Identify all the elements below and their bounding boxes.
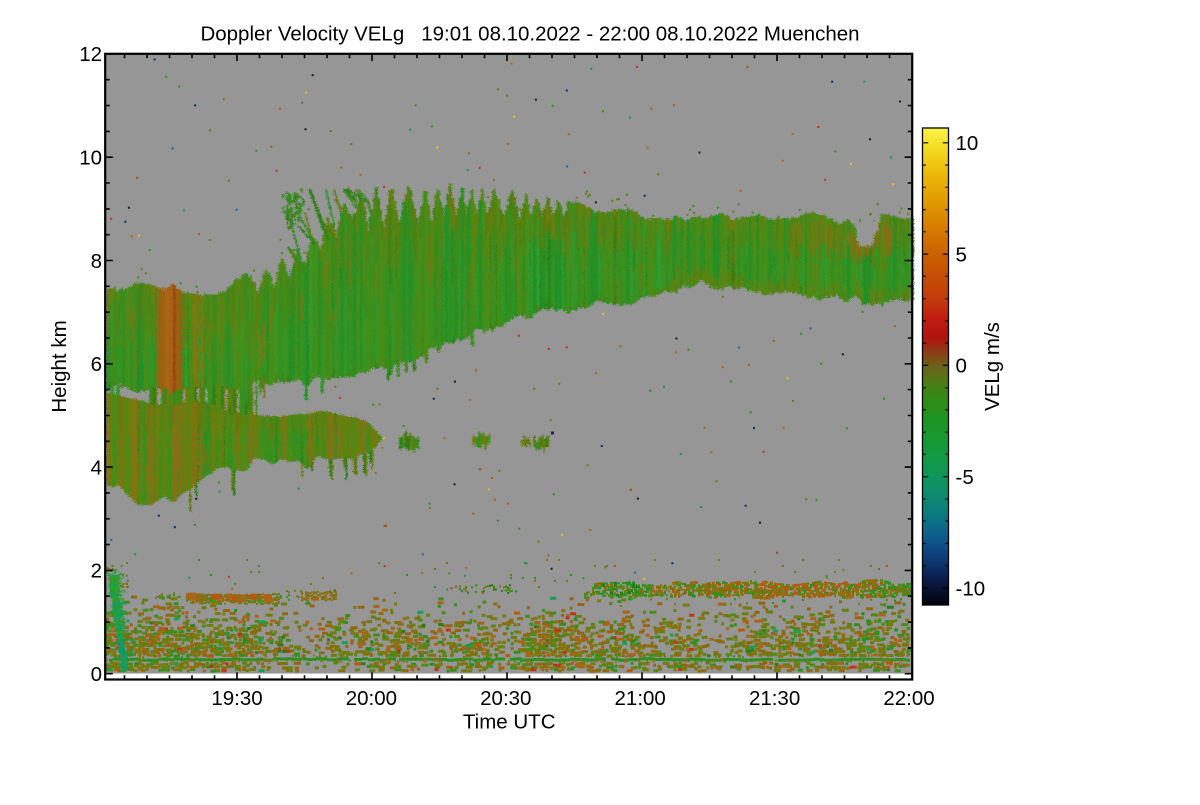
svg-text:20:30: 20:30 [480, 687, 531, 710]
svg-text:0: 0 [91, 663, 102, 686]
svg-text:Doppler Velocity VELg 19:01: Doppler Velocity VELg 19:01 08.10.2022 -… [201, 23, 860, 46]
svg-text:20:00: 20:00 [346, 687, 397, 710]
svg-text:6: 6 [91, 353, 102, 376]
svg-text:2: 2 [91, 560, 102, 583]
svg-text:VELg m/s: VELg m/s [981, 322, 1004, 411]
svg-text:Time UTC: Time UTC [463, 711, 556, 734]
svg-text:-5: -5 [956, 466, 974, 489]
svg-text:-10: -10 [956, 577, 986, 600]
svg-text:0: 0 [956, 355, 967, 378]
svg-text:21:30: 21:30 [749, 687, 800, 710]
svg-text:10: 10 [79, 147, 102, 170]
svg-text:19:30: 19:30 [211, 687, 262, 710]
svg-text:12: 12 [79, 43, 102, 66]
svg-text:4: 4 [91, 456, 102, 479]
svg-text:10: 10 [956, 132, 979, 155]
svg-text:8: 8 [91, 250, 102, 273]
svg-text:5: 5 [956, 243, 967, 266]
svg-text:21:00: 21:00 [615, 687, 666, 710]
svg-text:22:00: 22:00 [883, 687, 934, 710]
svg-text:Height km: Height km [48, 320, 71, 412]
